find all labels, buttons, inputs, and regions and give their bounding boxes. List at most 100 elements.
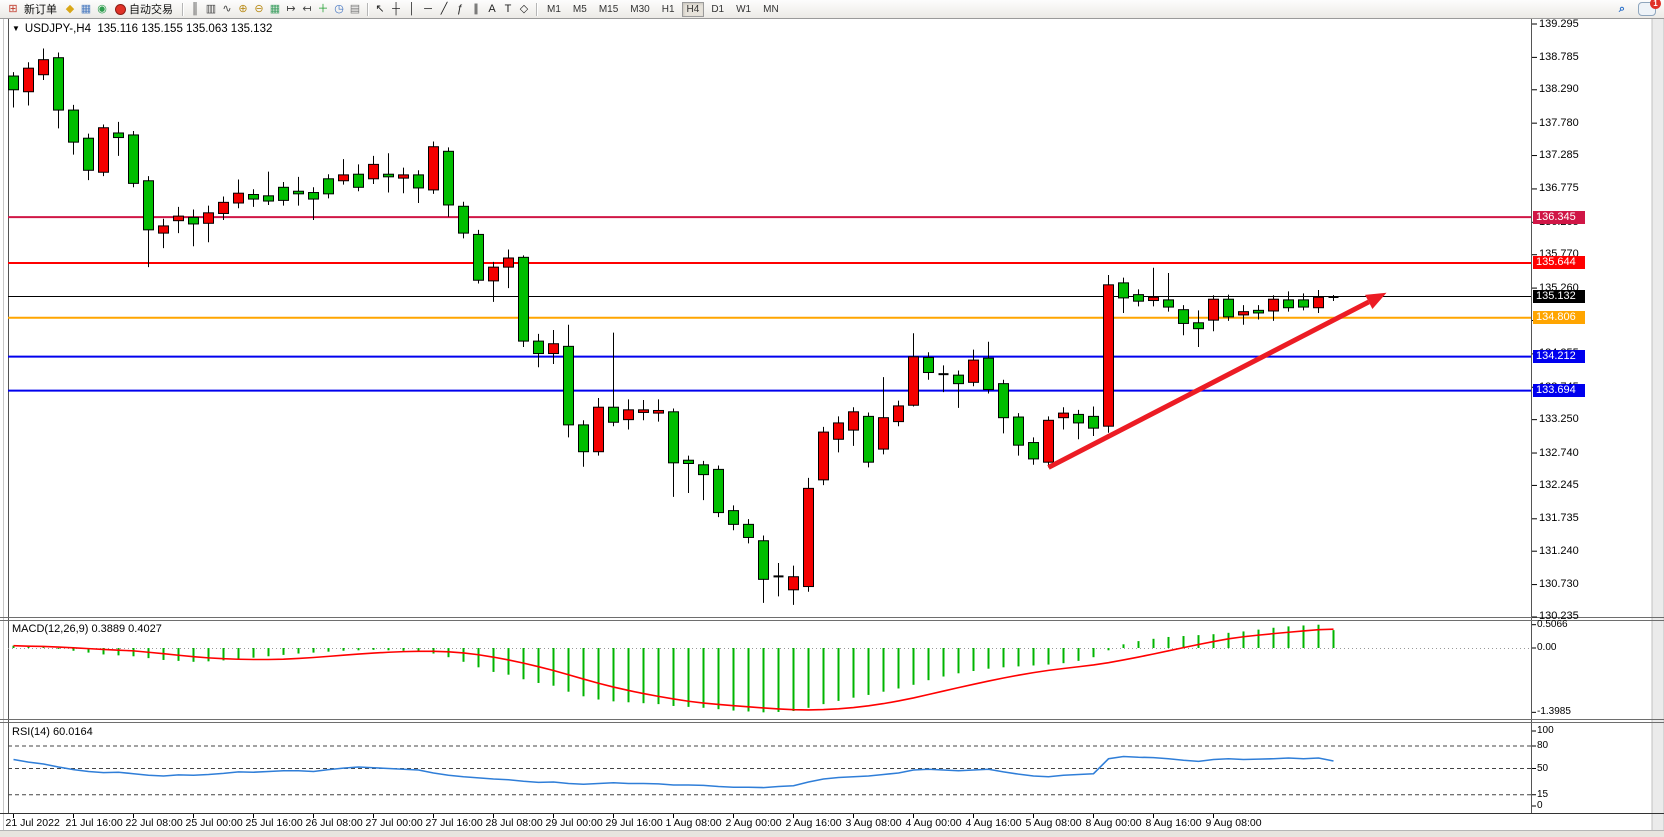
candle-body bbox=[923, 356, 934, 374]
candle-body bbox=[863, 415, 874, 463]
chart-window-icon[interactable]: ▦ bbox=[80, 2, 92, 15]
timeframe-h4[interactable]: H4 bbox=[681, 1, 705, 17]
candle-body bbox=[443, 150, 454, 206]
candle-body bbox=[818, 431, 829, 481]
candle-body bbox=[368, 163, 379, 180]
autotrade-button[interactable]: 自动交易 bbox=[110, 1, 178, 18]
candle-body bbox=[1313, 296, 1324, 309]
candle-body bbox=[728, 510, 739, 525]
collapse-icon[interactable]: ▼ bbox=[12, 24, 20, 33]
indicators-add-icon[interactable]: ＋ bbox=[317, 2, 329, 15]
time-axis-label: 29 Jul 00:00 bbox=[545, 817, 603, 829]
time-axis-label: 4 Aug 00:00 bbox=[905, 817, 962, 829]
candle-body bbox=[248, 193, 259, 200]
candle-body bbox=[158, 225, 169, 234]
timeframe-m30[interactable]: M30 bbox=[630, 3, 650, 15]
toolbar-draw-icons: ↖ ┼ │ ─ ╱ ƒ ∥ A T ◇ bbox=[372, 1, 532, 18]
toolbar-chart-icons: ║ ▥ ∿ ⊕ ⊖ ▦ ↦ ↤ ＋ ◷ ▤ bbox=[187, 1, 363, 18]
candle-body bbox=[38, 59, 49, 76]
channel-icon[interactable]: ∥ bbox=[473, 2, 479, 15]
rsi-axis-value: 80 bbox=[1537, 740, 1549, 751]
chart-background bbox=[0, 18, 1664, 837]
line-price-label: 133.694 bbox=[1533, 384, 1585, 398]
periods-icon[interactable]: ◷ bbox=[334, 2, 344, 15]
candle-body bbox=[653, 409, 664, 414]
horizontal-line-icon[interactable]: ─ bbox=[424, 2, 432, 15]
templates-icon[interactable]: ▤ bbox=[349, 2, 361, 15]
search-icon[interactable]: ⌕ bbox=[1618, 2, 1626, 15]
candle-body bbox=[428, 146, 439, 191]
candle-body bbox=[278, 186, 289, 201]
candle-body bbox=[548, 343, 559, 355]
auto-scroll-icon[interactable]: ↦ bbox=[286, 2, 296, 15]
time-axis-label: 25 Jul 00:00 bbox=[185, 817, 243, 829]
candle-body bbox=[848, 411, 859, 431]
candle-body bbox=[203, 212, 214, 224]
text-icon[interactable]: A bbox=[488, 2, 496, 15]
price-axis-value: 133.250 bbox=[1539, 413, 1579, 426]
macd-signal-line bbox=[13, 628, 1334, 711]
trend-arrow-line bbox=[1047, 299, 1370, 470]
timeframe-h1[interactable]: H1 bbox=[661, 3, 675, 15]
timeframe-m15[interactable]: M15 bbox=[598, 3, 619, 15]
candle-body bbox=[173, 215, 184, 222]
line-chart-icon[interactable]: ∿ bbox=[222, 2, 232, 15]
autotrade-status-icon bbox=[115, 3, 126, 15]
time-axis-label: 2 Aug 16:00 bbox=[785, 817, 842, 829]
candle-body bbox=[1133, 294, 1144, 302]
candle-body bbox=[578, 424, 589, 453]
trendline-icon[interactable]: ╱ bbox=[440, 2, 448, 15]
price-axis-value: 131.735 bbox=[1539, 512, 1579, 525]
cursor-icon[interactable]: ↖ bbox=[375, 2, 385, 15]
candle-body bbox=[383, 173, 394, 178]
rsi-axis-value: 50 bbox=[1537, 762, 1549, 774]
candle-body bbox=[23, 67, 34, 93]
chat-icon[interactable]: 1 bbox=[1638, 0, 1661, 16]
candle-body bbox=[1238, 311, 1249, 316]
time-axis-label: 27 Jul 00:00 bbox=[365, 817, 423, 829]
line-price-label: 134.212 bbox=[1533, 350, 1585, 364]
signals-icon[interactable]: ◉ bbox=[97, 2, 107, 15]
rsi-label: RSI(14) 60.0164 bbox=[12, 726, 93, 738]
candle-body bbox=[1283, 299, 1294, 309]
candle-body bbox=[878, 417, 889, 450]
crosshair-icon[interactable]: ┼ bbox=[392, 2, 400, 15]
chart-shift-icon[interactable]: ↤ bbox=[302, 2, 312, 15]
price-axis-value: 138.785 bbox=[1539, 50, 1579, 63]
fibonacci-icon[interactable]: ƒ bbox=[456, 2, 464, 15]
timeframe-d1[interactable]: D1 bbox=[711, 3, 725, 15]
candle-body bbox=[1193, 322, 1204, 330]
new-order-button[interactable]: ⊞ 新订单 bbox=[0, 1, 62, 18]
price-axis-value: 136.775 bbox=[1539, 182, 1579, 195]
shapes-icon[interactable]: ◇ bbox=[519, 2, 529, 15]
candle-body bbox=[668, 411, 679, 464]
candle-body bbox=[53, 57, 64, 111]
bar-chart-icon[interactable]: ║ bbox=[191, 2, 199, 15]
metaeditor-icon[interactable]: ◆ bbox=[65, 2, 75, 15]
timeframe-m5[interactable]: M5 bbox=[572, 3, 587, 15]
zoom-in-icon[interactable]: ⊕ bbox=[238, 2, 248, 15]
timeframe-m1[interactable]: M1 bbox=[547, 3, 561, 15]
toolbar-main-icons: ◆ ▦ ◉ bbox=[62, 1, 110, 18]
vertical-line-icon[interactable]: │ bbox=[408, 2, 416, 15]
price-axis-value: 130.730 bbox=[1539, 578, 1579, 591]
label-icon[interactable]: T bbox=[504, 2, 512, 15]
toolbar-separator bbox=[536, 2, 537, 16]
candle-body bbox=[533, 340, 544, 355]
candle-body bbox=[503, 257, 514, 268]
candle-body bbox=[953, 374, 964, 385]
timeframe-w1[interactable]: W1 bbox=[736, 3, 752, 15]
candle-body bbox=[488, 266, 499, 282]
new-order-label: 新订单 bbox=[24, 4, 57, 16]
candle-body bbox=[608, 406, 619, 423]
candle-body bbox=[1253, 309, 1264, 314]
zoom-out-icon[interactable]: ⊖ bbox=[254, 2, 264, 15]
time-axis-label: 21 Jul 16:00 bbox=[65, 817, 123, 829]
candle-body bbox=[1058, 412, 1069, 419]
time-axis-label: 28 Jul 08:00 bbox=[485, 817, 543, 829]
timeframe-mn[interactable]: MN bbox=[763, 3, 779, 15]
candle-body bbox=[1118, 282, 1129, 299]
candlestick-chart-icon[interactable]: ▥ bbox=[205, 2, 217, 15]
tile-windows-icon[interactable]: ▦ bbox=[269, 2, 281, 15]
